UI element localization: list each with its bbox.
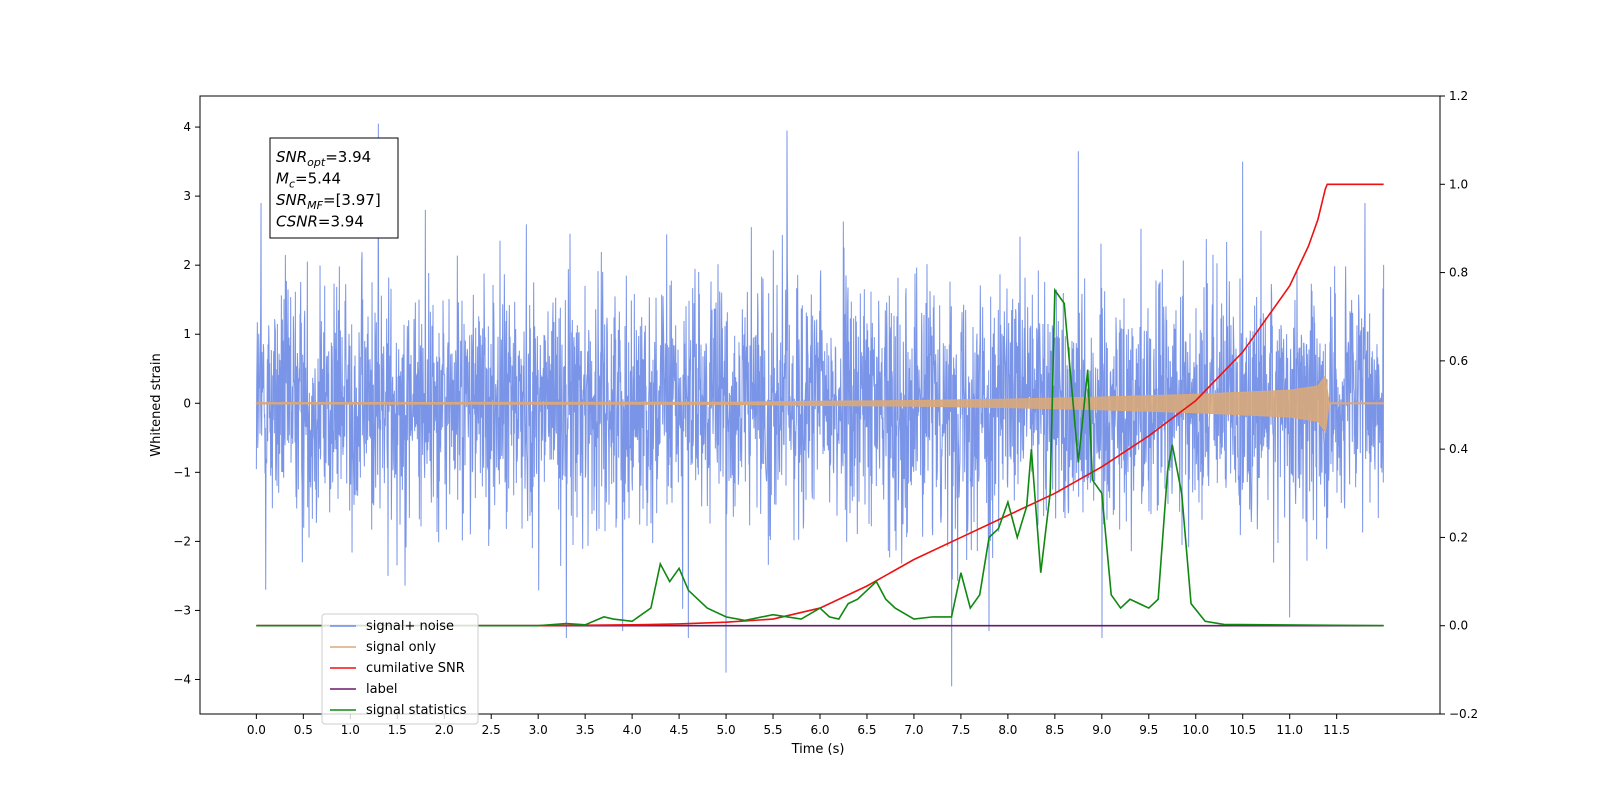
x-tick-label: 0.0 — [247, 723, 266, 737]
x-tick-label: 7.0 — [904, 723, 923, 737]
series-signal-plus-noise — [255, 123, 1385, 687]
x-tick-label: 6.0 — [810, 723, 829, 737]
x-tick-label: 10.0 — [1182, 723, 1209, 737]
y-tick-label: 1 — [183, 327, 191, 341]
legend-label: signal+ noise — [366, 619, 454, 634]
x-tick-label: 8.0 — [998, 723, 1017, 737]
y-tick-label: −3 — [173, 603, 191, 617]
x-tick-label: 9.0 — [1092, 723, 1111, 737]
y2-tick-label: −0.2 — [1449, 707, 1478, 721]
annotation-symbol: CSNR — [276, 213, 318, 231]
annotation-symbol: SNR — [276, 148, 307, 166]
legend-label: signal statistics — [366, 703, 467, 718]
annotation-value: =3.94 — [325, 148, 371, 166]
annotation-value: =[3.97] — [323, 191, 381, 209]
annotation-subscript: opt — [307, 156, 326, 169]
x-tick-label: 6.5 — [857, 723, 876, 737]
y-tick-label: 4 — [183, 120, 191, 134]
x-tick-label: 2.0 — [435, 723, 454, 737]
x-tick-label: 10.5 — [1229, 723, 1256, 737]
annotation-line: CSNR=3.94 — [276, 213, 364, 231]
x-tick-label: 4.0 — [623, 723, 642, 737]
y-axis-left: 4 3 2 1 0 −1 −2 −3 −4 — [173, 120, 200, 686]
y-tick-label: 0 — [183, 396, 191, 410]
x-tick-label: 5.5 — [763, 723, 782, 737]
plot-area — [255, 123, 1385, 687]
x-tick-label: 9.5 — [1139, 723, 1158, 737]
y-axis-right: 1.2 1.0 0.8 0.6 0.4 0.2 0.0 −0.2 — [1440, 89, 1478, 721]
annotation-line: SNRopt=3.94 — [276, 148, 371, 169]
legend-label: signal only — [366, 640, 436, 655]
x-tick-label: 1.0 — [341, 723, 360, 737]
y-tick-label: −1 — [173, 465, 191, 479]
legend-frame — [321, 613, 479, 725]
y-tick-label: 3 — [183, 189, 191, 203]
series-signal-statistics — [256, 287, 1384, 627]
annotation-value: =5.44 — [295, 170, 341, 188]
x-tick-label: 2.5 — [482, 723, 501, 737]
legend-label: label — [366, 682, 397, 697]
y2-tick-label: 0.2 — [1449, 530, 1468, 544]
annotation-subscript: c — [289, 178, 295, 191]
y2-tick-label: 1.0 — [1449, 177, 1468, 191]
annotation-symbol: M — [276, 170, 289, 188]
y2-tick-label: 0.0 — [1449, 619, 1468, 633]
x-tick-label: 8.5 — [1045, 723, 1064, 737]
legend: signal+ noise signal only cumilative SNR la… — [321, 613, 479, 725]
y-axis-label: Whitened strain — [149, 353, 164, 456]
x-tick-label: 7.5 — [951, 723, 970, 737]
series-cumulative-snr — [256, 183, 1384, 627]
x-tick-label: 1.5 — [388, 723, 407, 737]
legend-label: cumilative SNR — [366, 661, 465, 676]
x-tick-label: 0.5 — [294, 723, 313, 737]
x-tick-label: 3.5 — [576, 723, 595, 737]
y2-tick-label: 0.4 — [1449, 442, 1468, 456]
annotation-line: SNRMF=[3.97] — [276, 191, 381, 212]
annotation-subscript: MF — [307, 199, 323, 212]
x-tick-label: 4.5 — [670, 723, 689, 737]
x-tick-label: 11.5 — [1323, 723, 1350, 737]
annotation-symbol: SNR — [276, 191, 307, 209]
x-tick-label: 5.0 — [717, 723, 736, 737]
x-axis-label: Time (s) — [791, 742, 845, 757]
y-tick-label: −4 — [173, 672, 191, 686]
annotation-value: =3.94 — [318, 213, 364, 231]
annotation-line: Mc=5.44 — [276, 170, 341, 191]
y2-tick-label: 0.8 — [1449, 266, 1468, 280]
y2-tick-label: 1.2 — [1449, 89, 1468, 103]
x-axis: 0.0 0.5 1.0 1.5 2.0 2.5 3.0 3.5 4.0 4.5 5.0 5.5 6.0 6… — [247, 714, 1350, 737]
annotation-frame — [269, 137, 399, 239]
y2-tick-label: 0.6 — [1449, 354, 1468, 368]
x-tick-label: 3.0 — [529, 723, 548, 737]
series-signal-only — [255, 374, 1385, 434]
y-tick-label: −2 — [173, 534, 191, 548]
y-tick-label: 2 — [183, 258, 191, 272]
x-tick-label: 11.0 — [1276, 723, 1303, 737]
